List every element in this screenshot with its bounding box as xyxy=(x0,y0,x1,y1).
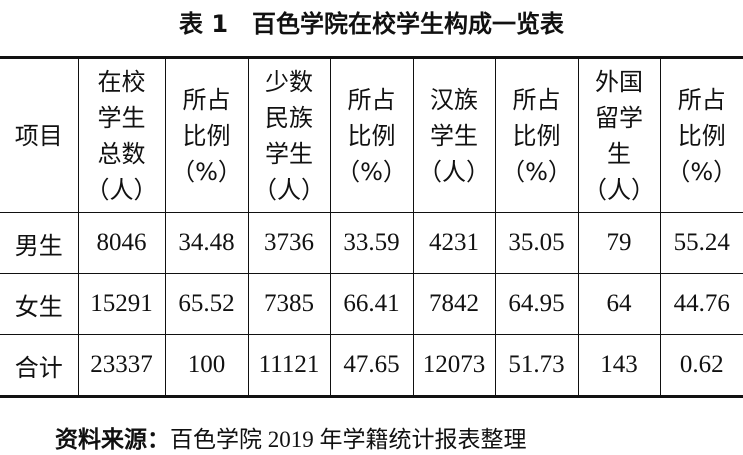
header-cell: 项目 xyxy=(0,57,78,213)
header-line: 所占 xyxy=(182,85,231,114)
cell: 143 xyxy=(577,334,660,397)
header-cell: 所占比例 （%） xyxy=(329,57,413,213)
header-line: 少数 xyxy=(265,67,313,96)
cell: 79 xyxy=(577,212,660,274)
cell: 4231 xyxy=(412,212,495,274)
cell: 7842 xyxy=(412,273,495,335)
cell: 100 xyxy=(164,334,248,397)
cell: 44.76 xyxy=(659,273,743,335)
cell: 23337 xyxy=(77,334,165,397)
cell: 15291 xyxy=(77,273,165,335)
cell: 35.05 xyxy=(494,212,578,274)
table-row: 男生 8046 34.48 3736 33.59 4231 35.05 79 55.24 xyxy=(0,212,743,274)
header-line: 生 xyxy=(607,139,631,168)
header-line: 汉族 xyxy=(430,85,478,114)
row-label: 男生 xyxy=(14,231,63,260)
source-label: 资料来源： xyxy=(55,427,170,453)
header-line: （人） xyxy=(85,175,158,204)
table-body: 男生 8046 34.48 3736 33.59 4231 35.05 79 55.24 女生 15… xyxy=(0,212,743,397)
header-line: 所占 xyxy=(677,85,726,114)
source-note: 资料来源：百色学院 2019 年学籍统计报表整理 xyxy=(55,420,527,454)
header-line: 学生 xyxy=(265,139,313,168)
cell: 12073 xyxy=(412,334,495,397)
header-line: （%） xyxy=(666,157,738,186)
header-line: 学生 xyxy=(430,121,478,150)
header-line: 学生 xyxy=(97,103,146,132)
header-line: 所占 xyxy=(512,85,561,114)
table-row: 合计 23337 100 11121 47.65 12073 51.73 143 0.62 xyxy=(0,334,743,397)
header-line: （人） xyxy=(418,157,490,186)
header-cell: 所占比例 （%） xyxy=(164,57,248,213)
row-label: 女生 xyxy=(0,273,78,335)
header-line: （%） xyxy=(336,157,407,186)
header-line: 所占 xyxy=(347,85,396,114)
cell: 51.73 xyxy=(494,334,578,397)
header-cell: 在校学生总数 （人） xyxy=(77,57,165,213)
header-cell: 少数民族学生 （人） xyxy=(247,57,330,213)
cell: 0.62 xyxy=(659,334,743,397)
cell: 33.59 xyxy=(329,212,413,274)
header-line: （人） xyxy=(583,175,655,204)
cell: 66.41 xyxy=(329,273,413,335)
cell: 64.95 xyxy=(494,273,578,335)
cell: 8046 xyxy=(77,212,165,274)
header-line: 民族 xyxy=(265,103,313,132)
header-cell: 汉族学生 （人） xyxy=(412,57,495,213)
cell: 34.48 xyxy=(164,212,248,274)
header-line: 比例 xyxy=(512,121,561,150)
cell: 7385 xyxy=(247,273,330,335)
header-line: 外国 xyxy=(595,67,643,96)
source-text: 百色学院 2019 年学籍统计报表整理 xyxy=(170,427,527,452)
cell: 64 xyxy=(577,273,660,335)
cell: 47.65 xyxy=(329,334,413,397)
header-line: 总数 xyxy=(97,139,146,168)
header-line: （人） xyxy=(253,175,325,204)
header-line: （%） xyxy=(171,157,242,186)
header-line: 比例 xyxy=(677,121,726,150)
cell: 65.52 xyxy=(164,273,248,335)
header-line: 比例 xyxy=(182,121,231,150)
table: 项目 在校 学生 总数 （人） 所占 比例 （%） 少数 民族 学生 （人） 所占 比例 （%） 汉族 学生 （人… xyxy=(0,56,743,398)
header-cell: 所占比例 （%） xyxy=(659,57,743,213)
header-line: 比例 xyxy=(347,121,396,150)
table-row: 女生 15291 65.52 7385 66.41 7842 64.95 64 44.76 xyxy=(0,273,743,335)
header-line: 留学 xyxy=(595,103,643,132)
row-label: 合计 xyxy=(0,334,78,397)
cell: 55.24 xyxy=(659,212,743,274)
header-cell: 所占比例 （%） xyxy=(494,57,578,213)
cell: 3736 xyxy=(247,212,330,274)
header-line: 在校 xyxy=(97,67,146,96)
table-title: 表 1 百色学院在校学生构成一览表 xyxy=(178,10,565,38)
header-row: 项目 在校 学生 总数 （人） 所占 比例 （%） 少数 民族 学生 （人） 所占 比例 （%） 汉族 学生 （人… xyxy=(0,57,743,213)
cell: 11121 xyxy=(247,334,330,397)
table-header: 项目 在校 学生 总数 （人） 所占 比例 （%） 少数 民族 学生 （人） 所占 比例 （%） 汉族 学生 （人… xyxy=(0,57,743,213)
header-line: 项目 xyxy=(14,121,63,150)
header-cell: 外国留学生 （人） xyxy=(577,57,660,213)
header-line: （%） xyxy=(501,157,572,186)
